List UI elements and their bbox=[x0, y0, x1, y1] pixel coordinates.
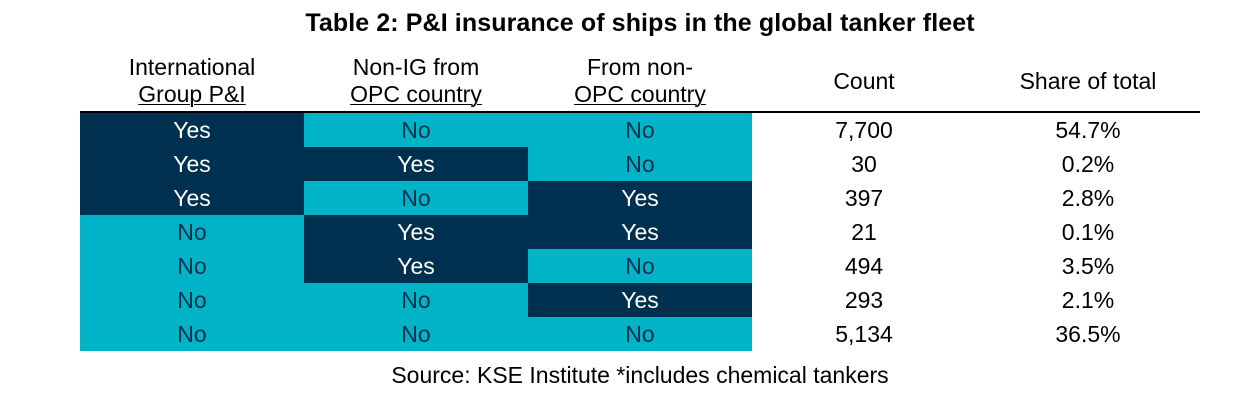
cell-ig-row-4: No bbox=[80, 215, 304, 249]
header-non-ig-opc-line1: Non-IG from bbox=[352, 54, 480, 80]
cell-count-row-7: 5,134 bbox=[835, 320, 893, 347]
header-international-group-line1: International bbox=[128, 54, 256, 80]
cell-count-row-2: 30 bbox=[851, 150, 877, 177]
cell-count-row-1: 7,700 bbox=[835, 116, 893, 143]
cell-non-opc-row-2: No bbox=[528, 147, 752, 181]
source-note: Source: KSE Institute *includes chemical… bbox=[391, 362, 889, 388]
cell-count-row-5: 494 bbox=[844, 252, 884, 279]
header-share-label: Share of total bbox=[1019, 67, 1157, 94]
header-international-group: International Group P&I bbox=[80, 52, 304, 110]
table-title: Table 2: P&I insurance of ships in the g… bbox=[305, 9, 975, 37]
header-non-opc-line1: From non- bbox=[586, 54, 694, 80]
cell-count-row-6: 293 bbox=[844, 286, 884, 313]
cell-share-row-1: 54.7% bbox=[1055, 116, 1121, 143]
cell-ig-row-1: Yes bbox=[80, 113, 304, 147]
cell-non-opc-row-1: No bbox=[528, 113, 752, 147]
cell-ig-row-6: No bbox=[80, 283, 304, 317]
header-non-ig-opc: Non-IG from OPC country bbox=[304, 52, 528, 110]
header-count-label: Count bbox=[833, 67, 895, 94]
cell-ig-row-7: No bbox=[80, 317, 304, 351]
header-divider bbox=[80, 111, 1200, 113]
cell-non-ig-row-6: No bbox=[304, 283, 528, 317]
cell-share-row-5: 3.5% bbox=[1061, 252, 1115, 279]
cell-non-ig-row-7: No bbox=[304, 317, 528, 351]
header-non-ig-opc-line2: OPC country bbox=[350, 81, 482, 107]
cell-non-ig-row-4: Yes bbox=[304, 215, 528, 249]
cell-non-opc-row-5: No bbox=[528, 249, 752, 283]
cell-non-ig-row-5: Yes bbox=[304, 249, 528, 283]
cell-ig-row-2: Yes bbox=[80, 147, 304, 181]
cell-share-row-3: 2.8% bbox=[1061, 184, 1115, 211]
cell-non-opc-row-6: Yes bbox=[528, 283, 752, 317]
cell-ig-row-3: Yes bbox=[80, 181, 304, 215]
header-non-opc: From non- OPC country bbox=[528, 52, 752, 110]
cell-non-opc-row-7: No bbox=[528, 317, 752, 351]
header-share: Share of total bbox=[976, 52, 1200, 110]
cell-non-ig-row-3: No bbox=[304, 181, 528, 215]
header-international-group-line2: Group P&I bbox=[138, 81, 246, 107]
cell-count-row-4: 21 bbox=[851, 218, 877, 245]
cell-share-row-4: 0.1% bbox=[1061, 218, 1115, 245]
cell-non-opc-row-3: Yes bbox=[528, 181, 752, 215]
cell-share-row-7: 36.5% bbox=[1055, 320, 1121, 347]
cell-non-ig-row-2: Yes bbox=[304, 147, 528, 181]
cell-share-row-6: 2.1% bbox=[1061, 286, 1115, 313]
cell-non-ig-row-1: No bbox=[304, 113, 528, 147]
header-count: Count bbox=[752, 52, 976, 110]
header-non-opc-line2: OPC country bbox=[574, 81, 706, 107]
cell-share-row-2: 0.2% bbox=[1061, 150, 1115, 177]
cell-count-row-3: 397 bbox=[844, 184, 884, 211]
cell-non-opc-row-4: Yes bbox=[528, 215, 752, 249]
cell-ig-row-5: No bbox=[80, 249, 304, 283]
